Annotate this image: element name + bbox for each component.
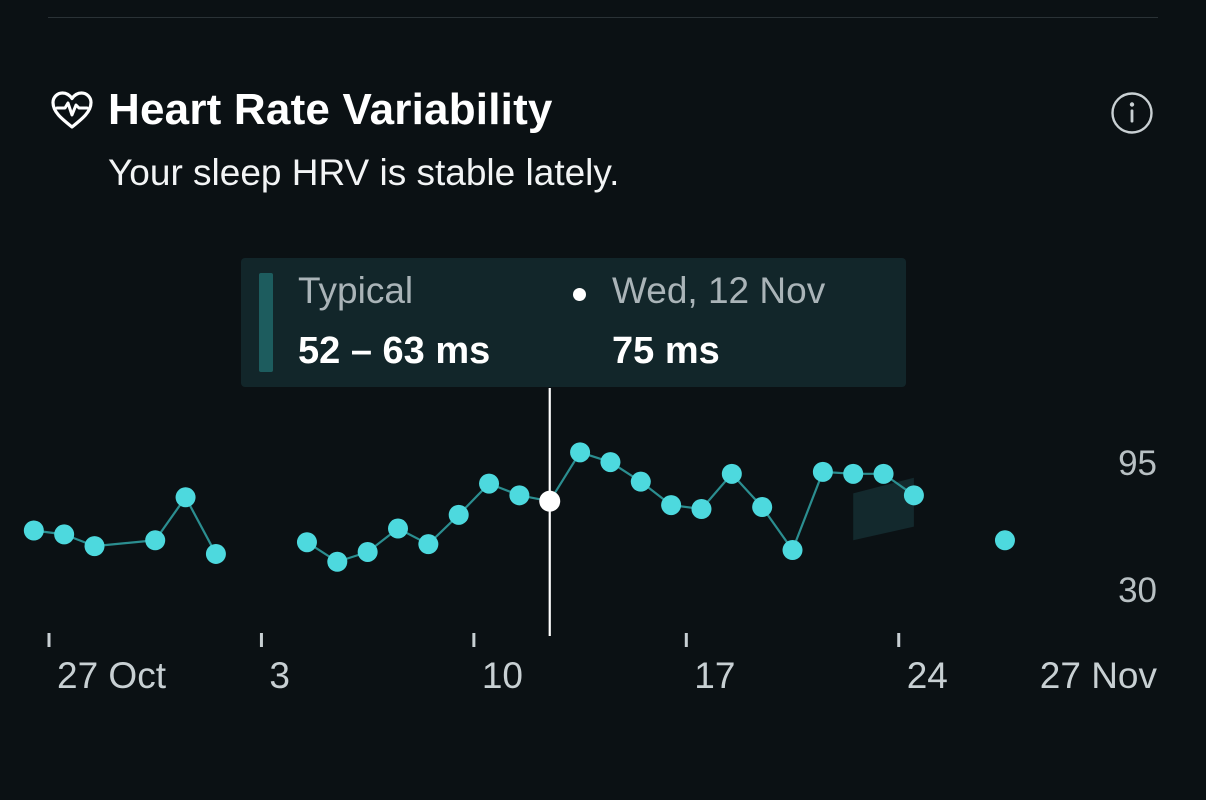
x-tick-mark: [897, 633, 901, 647]
selected-value: 75 ms: [612, 330, 720, 372]
hrv-data-point: [479, 473, 500, 494]
y-tick-label: 95: [1118, 444, 1157, 483]
hrv-data-point: [873, 463, 894, 484]
info-icon: [1111, 92, 1153, 134]
hrv-data-point: [600, 452, 621, 473]
hrv-data-point: [84, 536, 105, 557]
hrv-data-point: [903, 485, 924, 506]
card-subtitle: Your sleep HRV is stable lately.: [108, 152, 620, 193]
typical-label: Typical: [298, 270, 414, 311]
hrv-data-point: [630, 471, 651, 492]
typical-range-band: [853, 477, 914, 541]
hrv-data-point: [145, 530, 166, 551]
x-tick-label: 27 Oct: [57, 655, 167, 696]
y-tick-label: 30: [1118, 571, 1157, 610]
card-header: Heart Rate Variability Your sleep HRV is…: [48, 82, 1158, 193]
info-button[interactable]: [1110, 91, 1154, 135]
typical-range-swatch: [259, 273, 273, 372]
x-tick-mark: [472, 633, 476, 647]
x-tick-mark: [684, 633, 688, 647]
x-tick-label: 27 Nov: [1040, 655, 1158, 696]
hrv-data-point: [388, 518, 408, 539]
hrv-data-point: [448, 504, 469, 525]
selected-date-label: Wed, 12 Nov: [612, 270, 826, 311]
hrv-data-point: [23, 520, 44, 541]
card-title: Heart Rate Variability: [108, 85, 553, 134]
x-tick-label: 24: [907, 655, 948, 696]
hrv-data-point: [812, 461, 833, 482]
hrv-data-point: [994, 530, 1015, 551]
hrv-data-point: [205, 543, 226, 564]
hrv-data-point: [296, 532, 317, 553]
hrv-data-point: [357, 541, 378, 562]
hrv-data-point: [327, 551, 348, 572]
hrv-tooltip: Typical 52 – 63 ms Wed, 12 Nov 75 ms: [241, 258, 906, 387]
x-tick-mark: [47, 633, 51, 647]
x-tick-label: 3: [269, 655, 290, 696]
hrv-data-point: [570, 442, 591, 463]
top-divider: [48, 17, 1158, 18]
x-tick-mark: [259, 633, 263, 647]
heart-pulse-icon: [48, 86, 96, 134]
hrv-data-point: [418, 534, 439, 555]
hrv-data-point: [509, 485, 530, 506]
x-tick-label: 10: [482, 655, 523, 696]
hrv-data-point: [691, 499, 712, 519]
selected-point-marker-icon: [573, 288, 586, 301]
hrv-data-point: [661, 495, 682, 516]
typical-value: 52 – 63 ms: [298, 330, 491, 372]
x-tick-label: 17: [694, 655, 735, 696]
hrv-data-point: [175, 487, 196, 508]
hrv-data-point: [752, 497, 773, 518]
hrv-data-point: [782, 540, 803, 561]
hrv-data-point: [843, 463, 864, 484]
selected-data-point: [539, 490, 561, 512]
hrv-data-point: [721, 463, 742, 484]
hrv-data-point: [54, 524, 75, 545]
